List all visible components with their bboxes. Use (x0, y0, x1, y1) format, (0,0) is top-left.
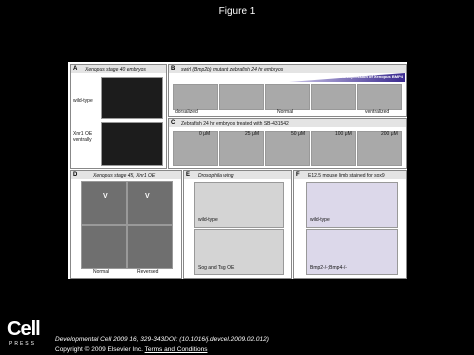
panel-label: F (296, 172, 300, 178)
image (306, 229, 398, 275)
caption: Normal (277, 109, 294, 115)
figure: A Xenopus stage 40 embryos wild-type Xnr… (68, 62, 407, 279)
caption: Sog and Tsg OE (198, 265, 235, 271)
panel-e: E Drosophila wing wild-type Sog and Tsg … (183, 170, 292, 279)
caption: wild-type (310, 217, 330, 223)
image (311, 84, 356, 110)
image (219, 131, 264, 166)
panel-c: C Zebrafish 24 hr embryos treated with S… (168, 118, 407, 169)
panel-title: Drosophila wing (198, 173, 234, 179)
panel-title: Xenopus stage 45, Xnr1 OE (93, 173, 156, 179)
image (219, 84, 264, 110)
citation: Developmental Cell 2009 16, 329-343DOI: … (55, 336, 269, 343)
image (357, 131, 402, 166)
image (265, 84, 310, 110)
caption: Normal (93, 269, 110, 275)
caption: ventralized (365, 109, 390, 115)
image (173, 131, 218, 166)
panel-a: A Xenopus stage 40 embryos wild-type Xnr… (70, 64, 167, 169)
marker: V (145, 193, 150, 200)
image (101, 122, 163, 166)
caption: wild-type (198, 217, 218, 223)
caption: 100 μM (335, 131, 352, 137)
copyright-line: Copyright © 2009 Elsevier Inc. Terms and… (55, 346, 207, 353)
caption: 50 μM (291, 131, 305, 137)
caption: 25 μM (245, 131, 259, 137)
image (194, 229, 284, 275)
panel-title: E12.5 mouse limb stained for sox9 (308, 173, 385, 179)
caption: dorsalized (175, 109, 198, 115)
figure-title: Figure 1 (218, 6, 256, 17)
row-label: wild-type (73, 98, 93, 104)
image (265, 131, 310, 166)
terms-link[interactable]: Terms and Conditions (144, 346, 208, 353)
panel-d: D Xenopus stage 45, Xnr1 OE V V Normal R… (70, 170, 182, 279)
image (173, 84, 218, 110)
marker: V (103, 193, 108, 200)
logo: Cell (7, 318, 41, 340)
panel-b: B swirl (Bmp2b) mutant zebrafish 24 hr e… (168, 64, 407, 117)
image (194, 182, 284, 228)
image (101, 77, 163, 119)
caption: Bmp2-/-;Bmp4-/- (310, 265, 347, 271)
logo-sub: PRESS (9, 341, 36, 347)
panel-label: B (171, 66, 176, 72)
panel-label: C (171, 120, 176, 126)
banner (289, 73, 405, 82)
panel-title: Zebrafish 24 hr embryos treated with SB-… (181, 121, 289, 127)
caption: Reversed (137, 269, 159, 275)
panel-label: D (73, 172, 78, 178)
image (311, 131, 356, 166)
image (306, 182, 398, 228)
banner-text: overexpression of Xenopus BMP4 (338, 74, 403, 79)
panel-title: swirl (Bmp2b) mutant zebrafish 24 hr emb… (181, 67, 284, 73)
caption: 200 μM (381, 131, 398, 137)
image (357, 84, 402, 110)
panel-label: A (73, 66, 78, 72)
image (81, 225, 127, 269)
image (81, 181, 127, 225)
image (127, 225, 173, 269)
panel-label: E (186, 172, 191, 178)
row-label: Xnr1 OE ventrally (73, 131, 93, 143)
panel-title: Xenopus stage 40 embryos (85, 67, 146, 73)
copyright: Copyright © 2009 Elsevier Inc. (55, 346, 143, 353)
caption: 0 μM (199, 131, 211, 137)
image (127, 181, 173, 225)
panel-f: F E12.5 mouse limb stained for sox9 wild… (293, 170, 407, 279)
